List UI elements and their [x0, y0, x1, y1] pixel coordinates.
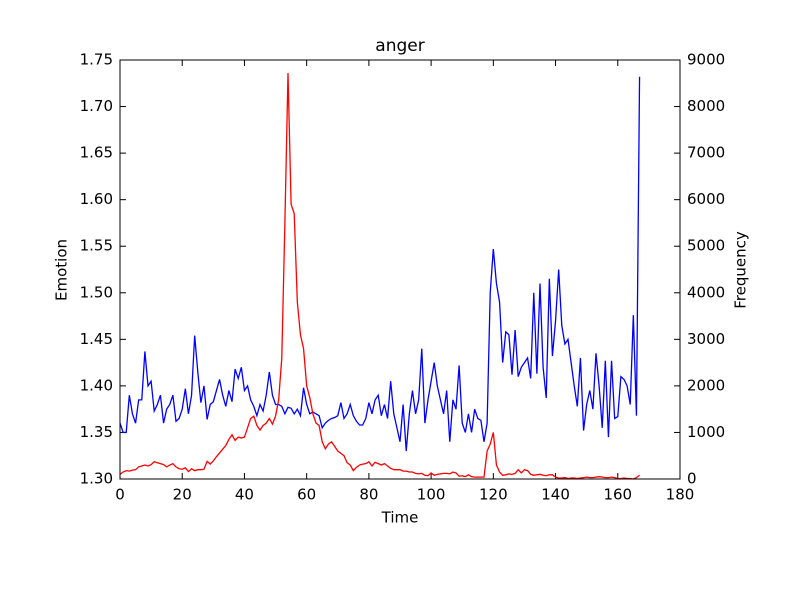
- x-tick-label: 180: [666, 486, 695, 504]
- y-tick-label: 1.40: [80, 376, 113, 394]
- x-axis-label: Time: [381, 509, 419, 527]
- x-tick-label: 140: [541, 486, 570, 504]
- x-tick-label: 40: [235, 486, 254, 504]
- y-tick-label: 1.30: [80, 470, 113, 488]
- y2-tick-label: 1000: [687, 423, 725, 441]
- x-tick-label: 0: [115, 486, 125, 504]
- x-tick-label: 160: [603, 486, 632, 504]
- x-tick-label: 100: [417, 486, 446, 504]
- chart-title: anger: [375, 36, 424, 56]
- y2-axis-label: Frequency: [732, 231, 750, 309]
- y2-tick-label: 6000: [687, 190, 725, 208]
- y-tick-label: 1.45: [80, 330, 113, 348]
- y2-tick-label: 8000: [687, 97, 725, 115]
- y-tick-label: 1.35: [80, 423, 113, 441]
- y2-tick-label: 9000: [687, 51, 725, 69]
- y2-tick-label: 2000: [687, 376, 725, 394]
- y-tick-label: 1.70: [80, 97, 113, 115]
- plot-frame: [119, 59, 681, 480]
- series-line: [119, 73, 640, 480]
- y2-tick-label: 4000: [687, 283, 725, 301]
- x-tick-label: 120: [479, 486, 508, 504]
- x-tick-label: 60: [297, 486, 316, 504]
- x-tick-label: 20: [173, 486, 192, 504]
- y-tick-label: 1.50: [80, 283, 113, 301]
- y2-tick-label: 5000: [687, 237, 725, 255]
- y-tick-label: 1.55: [80, 237, 113, 255]
- y-tick-label: 1.75: [80, 51, 113, 69]
- y2-tick-label: 3000: [687, 330, 725, 348]
- series-line: [119, 76, 641, 452]
- x-tick-label: 80: [359, 486, 378, 504]
- y-axis-label: Emotion: [53, 239, 71, 301]
- y2-tick-label: 0: [687, 470, 697, 488]
- y-tick-label: 1.65: [80, 144, 113, 162]
- y2-tick-label: 7000: [687, 144, 725, 162]
- y-tick-label: 1.60: [80, 190, 113, 208]
